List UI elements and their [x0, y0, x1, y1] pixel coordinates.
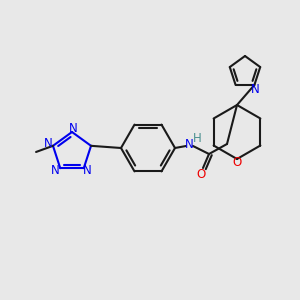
Text: N: N	[69, 122, 77, 136]
Text: O: O	[232, 157, 242, 169]
Text: H: H	[193, 133, 201, 146]
Text: N: N	[251, 83, 260, 96]
Text: N: N	[44, 137, 52, 150]
Text: N: N	[51, 164, 60, 177]
Text: N: N	[82, 164, 91, 177]
Text: O: O	[196, 169, 206, 182]
Text: N: N	[184, 139, 194, 152]
